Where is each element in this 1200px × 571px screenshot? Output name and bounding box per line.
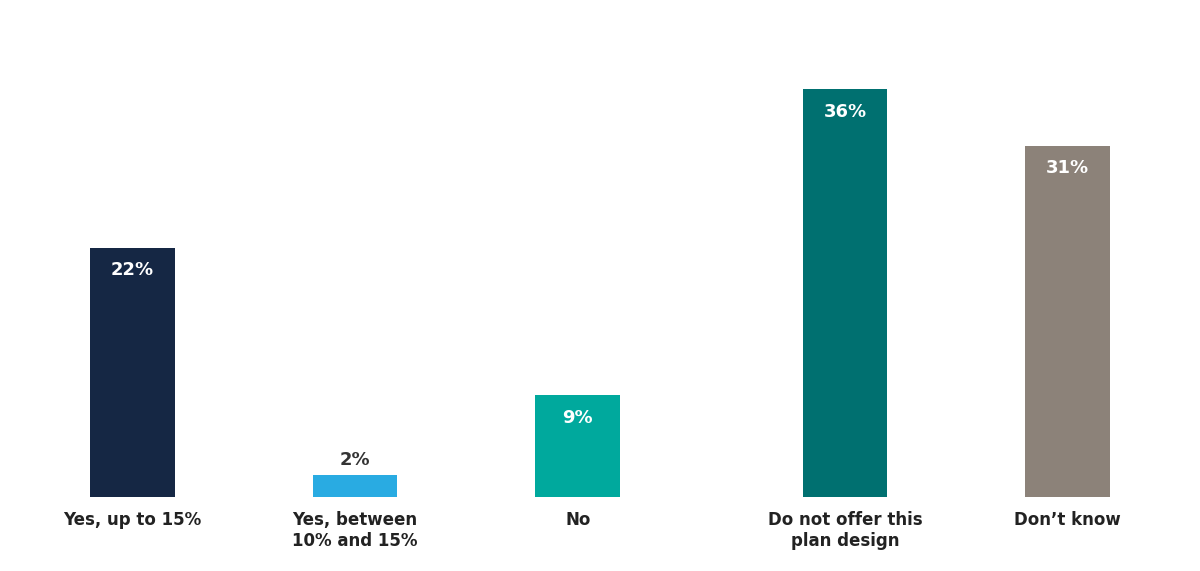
Bar: [1026, 146, 1110, 497]
Bar: [803, 89, 887, 497]
Text: 36%: 36%: [823, 103, 866, 120]
Bar: [90, 248, 174, 497]
Bar: [313, 475, 397, 497]
Text: 31%: 31%: [1046, 159, 1090, 177]
Bar: [535, 395, 620, 497]
Text: 2%: 2%: [340, 451, 371, 469]
Text: 9%: 9%: [563, 409, 593, 427]
Text: 22%: 22%: [110, 262, 154, 279]
